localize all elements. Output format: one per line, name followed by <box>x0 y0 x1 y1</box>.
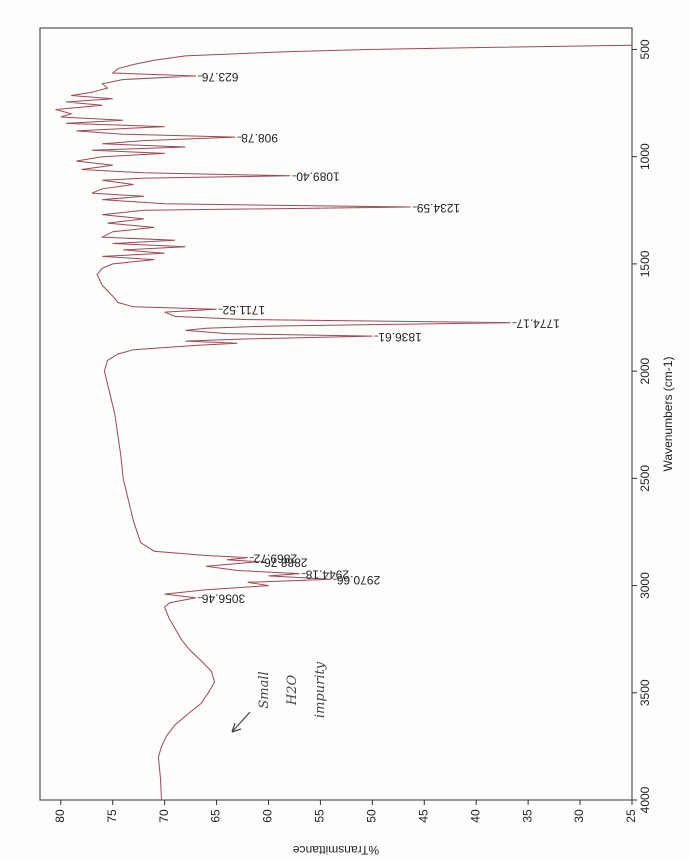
y-tick-label: 25 <box>624 809 638 823</box>
peak-label: 1234.59 <box>416 201 460 215</box>
peak-label: 2888.76 <box>264 556 308 570</box>
y-tick-label: 50 <box>365 809 379 823</box>
peak-label: 2944.18 <box>305 567 349 581</box>
annotation: Small <box>257 671 272 708</box>
annotation: impurity <box>313 661 328 718</box>
y-tick-label: 45 <box>416 809 430 823</box>
peak-label: 2970.66 <box>336 573 380 587</box>
spectrum-line <box>55 44 633 801</box>
peak-label: 1711.52 <box>222 303 265 317</box>
peak-label: 908.78 <box>241 131 278 145</box>
annotation: H2O <box>285 675 300 707</box>
peak-label: 2869.72 <box>253 551 297 565</box>
x-tick-label: 2000 <box>638 357 652 384</box>
peak-label: 3056.46 <box>201 591 245 605</box>
annotation-arrow <box>231 711 251 733</box>
y-tick-label: 70 <box>157 809 171 823</box>
y-tick-label: 55 <box>313 809 327 823</box>
peak-label: 1836.61 <box>378 330 422 344</box>
x-tick-label: 3500 <box>638 679 652 706</box>
x-tick-label: 1500 <box>638 250 652 277</box>
x-tick-label: 2500 <box>638 465 652 492</box>
peak-label: 1089.40 <box>296 170 340 184</box>
y-tick-label: 35 <box>520 809 534 823</box>
peak-label: 623.76 <box>201 70 238 84</box>
x-tick-label: 1000 <box>638 143 652 170</box>
y-tick-label: 75 <box>105 809 119 823</box>
y-tick-label: 65 <box>209 809 223 823</box>
y-axis-title: %Transmittance <box>293 843 380 856</box>
x-tick-label: 3000 <box>638 572 652 599</box>
x-axis-title: Wavenumbers (cm-1) <box>661 357 675 472</box>
peak-label: 1774.17 <box>516 317 560 331</box>
x-tick-label: 500 <box>638 39 652 59</box>
y-tick-label: 60 <box>261 809 275 823</box>
plot-frame <box>39 27 633 801</box>
y-tick-label: 40 <box>468 809 482 823</box>
y-tick-label: 30 <box>572 809 586 823</box>
y-tick-label: 80 <box>53 809 67 823</box>
x-tick-label: 4000 <box>638 786 652 813</box>
